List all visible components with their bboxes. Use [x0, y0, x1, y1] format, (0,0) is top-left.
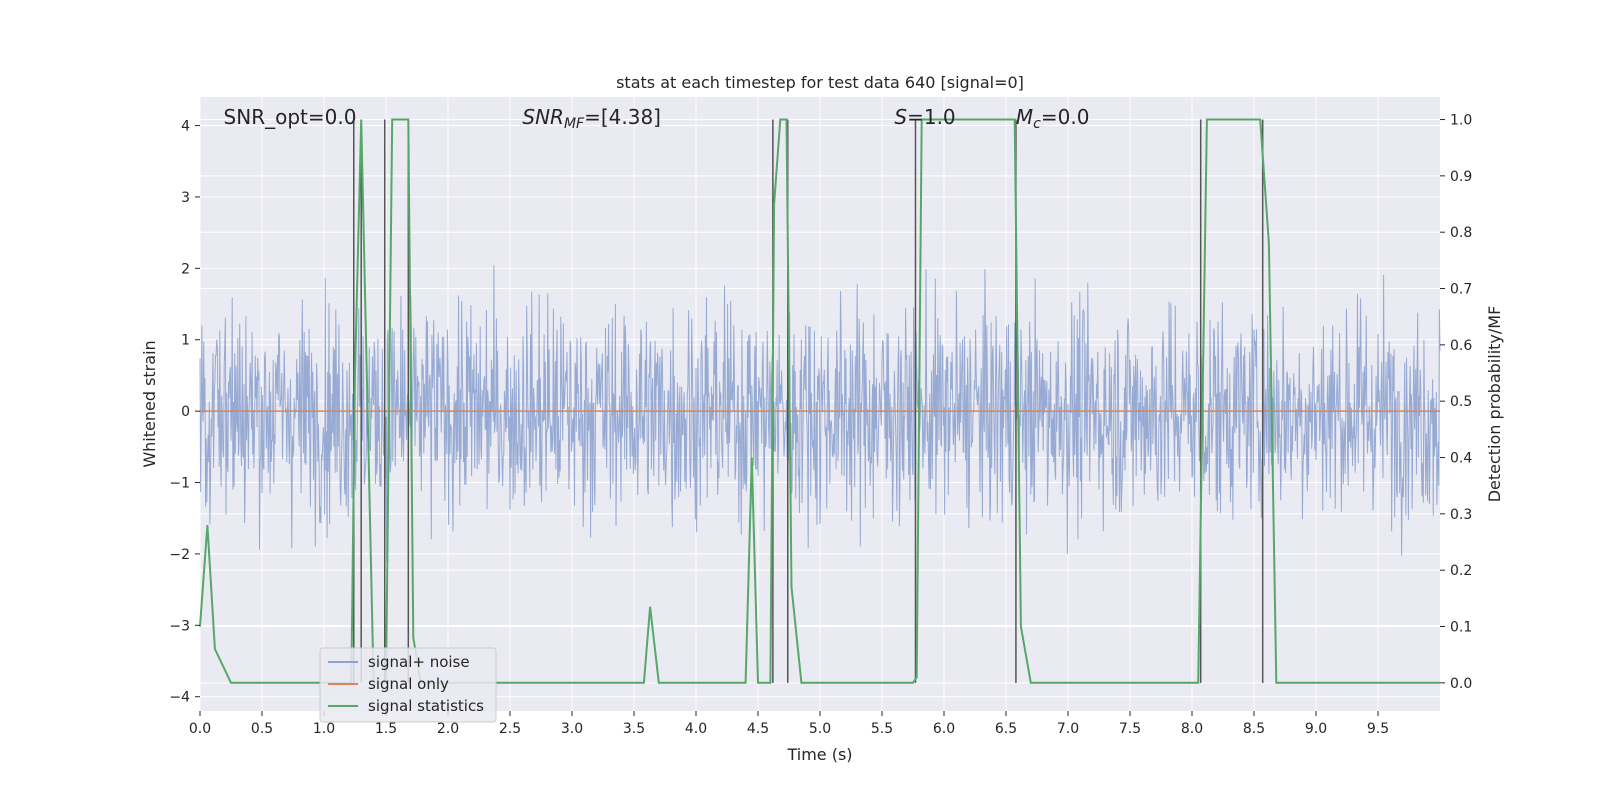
annotation-subscript: MF — [564, 116, 585, 132]
legend-label-signal-noise: signal+ noise — [368, 653, 470, 671]
x-tick-label: 9.5 — [1367, 721, 1389, 737]
y-left-tick-label: 4 — [181, 119, 190, 135]
signal-statistics-series — [199, 118, 1440, 684]
annotation-1: SNRMF=[4.38] — [522, 105, 661, 132]
x-tick-label: 2.5 — [499, 721, 521, 737]
y-left-tick-label: 3 — [181, 190, 190, 206]
x-tick-label: 1.5 — [375, 721, 397, 737]
y-axis-left-label: Whitened strain — [140, 340, 159, 467]
annotation-main: M — [1016, 105, 1033, 129]
y-left-tick-label: −1 — [169, 476, 190, 492]
y-right-tick-label: 0.8 — [1450, 225, 1472, 241]
x-tick-label: 1.0 — [313, 721, 335, 737]
y-left-tick-label: −4 — [169, 690, 190, 706]
annotation-main: SNR_opt=0.0 — [224, 105, 357, 129]
x-tick-label: 8.5 — [1243, 721, 1265, 737]
y-right-tick-label: 0.6 — [1450, 338, 1472, 354]
y-right-tick-label: 0.5 — [1450, 394, 1472, 410]
y-right-tick-label: 0.7 — [1450, 282, 1472, 298]
y-right-tick-label: 1.0 — [1450, 113, 1472, 129]
annotation-subscript: c — [1033, 116, 1041, 132]
y-left-tick-label: −2 — [169, 547, 190, 563]
annotation-main: SNR — [522, 105, 564, 129]
x-tick-label: 0.0 — [189, 721, 211, 737]
annotation-3: Mc=0.0 — [1016, 105, 1090, 132]
y-left-tick-label: 0 — [181, 404, 190, 420]
x-tick-label: 7.5 — [1119, 721, 1141, 737]
annotation-2: S=1.0 — [894, 105, 955, 129]
y-right-tick-label: 0.2 — [1450, 563, 1472, 579]
legend: signal+ noise signal only signal statist… — [319, 647, 497, 723]
legend-label-signal-only: signal only — [368, 675, 449, 693]
x-tick-label: 2.0 — [437, 721, 459, 737]
annotation-suffix: =1.0 — [907, 105, 956, 129]
legend-label-signal-statistics: signal statistics — [368, 697, 484, 715]
annotation-suffix: =[4.38] — [584, 105, 661, 129]
annotation-suffix: =0.0 — [1041, 105, 1090, 129]
x-tick-label: 4.0 — [685, 721, 707, 737]
y-right-tick-label: 0.9 — [1450, 169, 1472, 185]
x-tick-label: 6.5 — [995, 721, 1017, 737]
y-axis-right-label: Detection probability/MF — [1485, 306, 1504, 503]
chart-title: stats at each timestep for test data 640… — [616, 73, 1024, 92]
legend-box — [319, 647, 497, 723]
x-tick-label: 4.5 — [747, 721, 769, 737]
x-tick-label: 0.5 — [251, 721, 273, 737]
x-tick-label: 5.5 — [871, 721, 893, 737]
y-axis-left-ticks: −4 −3 −2 −1 0 1 2 3 4 — [169, 119, 200, 706]
x-tick-label: 3.0 — [561, 721, 583, 737]
x-tick-label: 5.0 — [809, 721, 831, 737]
y-left-tick-label: 2 — [181, 261, 190, 277]
series-line-signal-noise — [199, 265, 1441, 562]
x-tick-label: 7.0 — [1057, 721, 1079, 737]
y-left-tick-label: −3 — [169, 618, 190, 634]
y-right-tick-label: 0.4 — [1450, 451, 1472, 467]
y-axis-right-ticks: 0.0 0.1 0.2 0.3 0.4 0.5 0.6 0.7 0.8 0.9 1.0 — [1440, 113, 1472, 692]
x-axis-ticks: 0.0 0.5 1.0 1.5 2.0 2.5 3.0 3.5 4.0 4.5 5.0 5.5 6.0 6… — [189, 711, 1389, 737]
x-tick-label: 8.0 — [1181, 721, 1203, 737]
x-tick-label: 6.0 — [933, 721, 955, 737]
annotation-0: SNR_opt=0.0 — [224, 105, 357, 129]
annotation-main: S — [894, 105, 907, 129]
x-tick-label: 3.5 — [623, 721, 645, 737]
y-right-tick-label: 0.1 — [1450, 620, 1472, 636]
y-right-tick-label: 0.0 — [1450, 676, 1472, 692]
signal-noise-series — [199, 265, 1441, 562]
y-right-tick-label: 0.3 — [1450, 507, 1472, 523]
y-left-tick-label: 1 — [181, 333, 190, 349]
annotations: SNR_opt=0.0 SNRMF=[4.38] S=1.0 Mc=0.0 — [224, 105, 1090, 132]
series-line-signal-statistics — [199, 118, 1440, 684]
x-axis-label: Time (s) — [786, 745, 852, 764]
x-tick-label: 9.0 — [1305, 721, 1327, 737]
